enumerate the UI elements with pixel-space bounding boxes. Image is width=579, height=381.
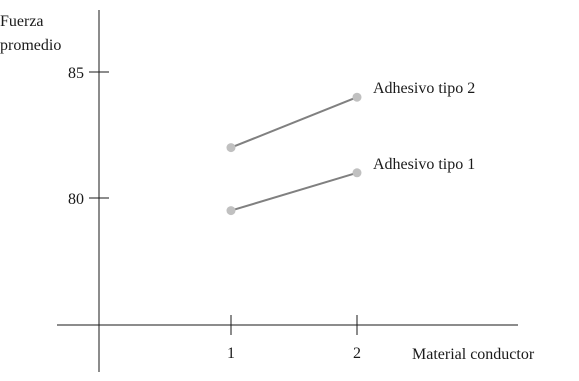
series-line-adhesivo-tipo-2 (230, 96, 358, 149)
point-adhesivo-tipo-2-x1 (226, 143, 236, 153)
point-adhesivo-tipo-2-x2 (352, 92, 362, 102)
series-line-adhesivo-tipo-1 (230, 171, 358, 212)
y-tick-label-85: 85 (68, 65, 84, 82)
y-tick-label-80: 80 (68, 191, 84, 208)
y-axis-label-line-1: Fuerza (0, 13, 44, 30)
x-axis-label: Material conductor (412, 346, 535, 363)
y-axis-label-line-2: promedio (0, 37, 61, 54)
point-adhesivo-tipo-1-x1 (226, 206, 236, 216)
ticks-layer: 1 2 80 85 (68, 65, 361, 362)
series-label-adhesivo-tipo-2: Adhesivo tipo 2 (373, 80, 475, 97)
point-adhesivo-tipo-1-x2 (352, 168, 362, 178)
series-label-adhesivo-tipo-1: Adhesivo tipo 1 (373, 156, 475, 173)
x-tick-label-2: 2 (353, 345, 361, 362)
x-tick-label-1: 1 (227, 345, 235, 362)
series-layer: Adhesivo tipo 2 Adhesivo tipo 1 (226, 80, 475, 216)
